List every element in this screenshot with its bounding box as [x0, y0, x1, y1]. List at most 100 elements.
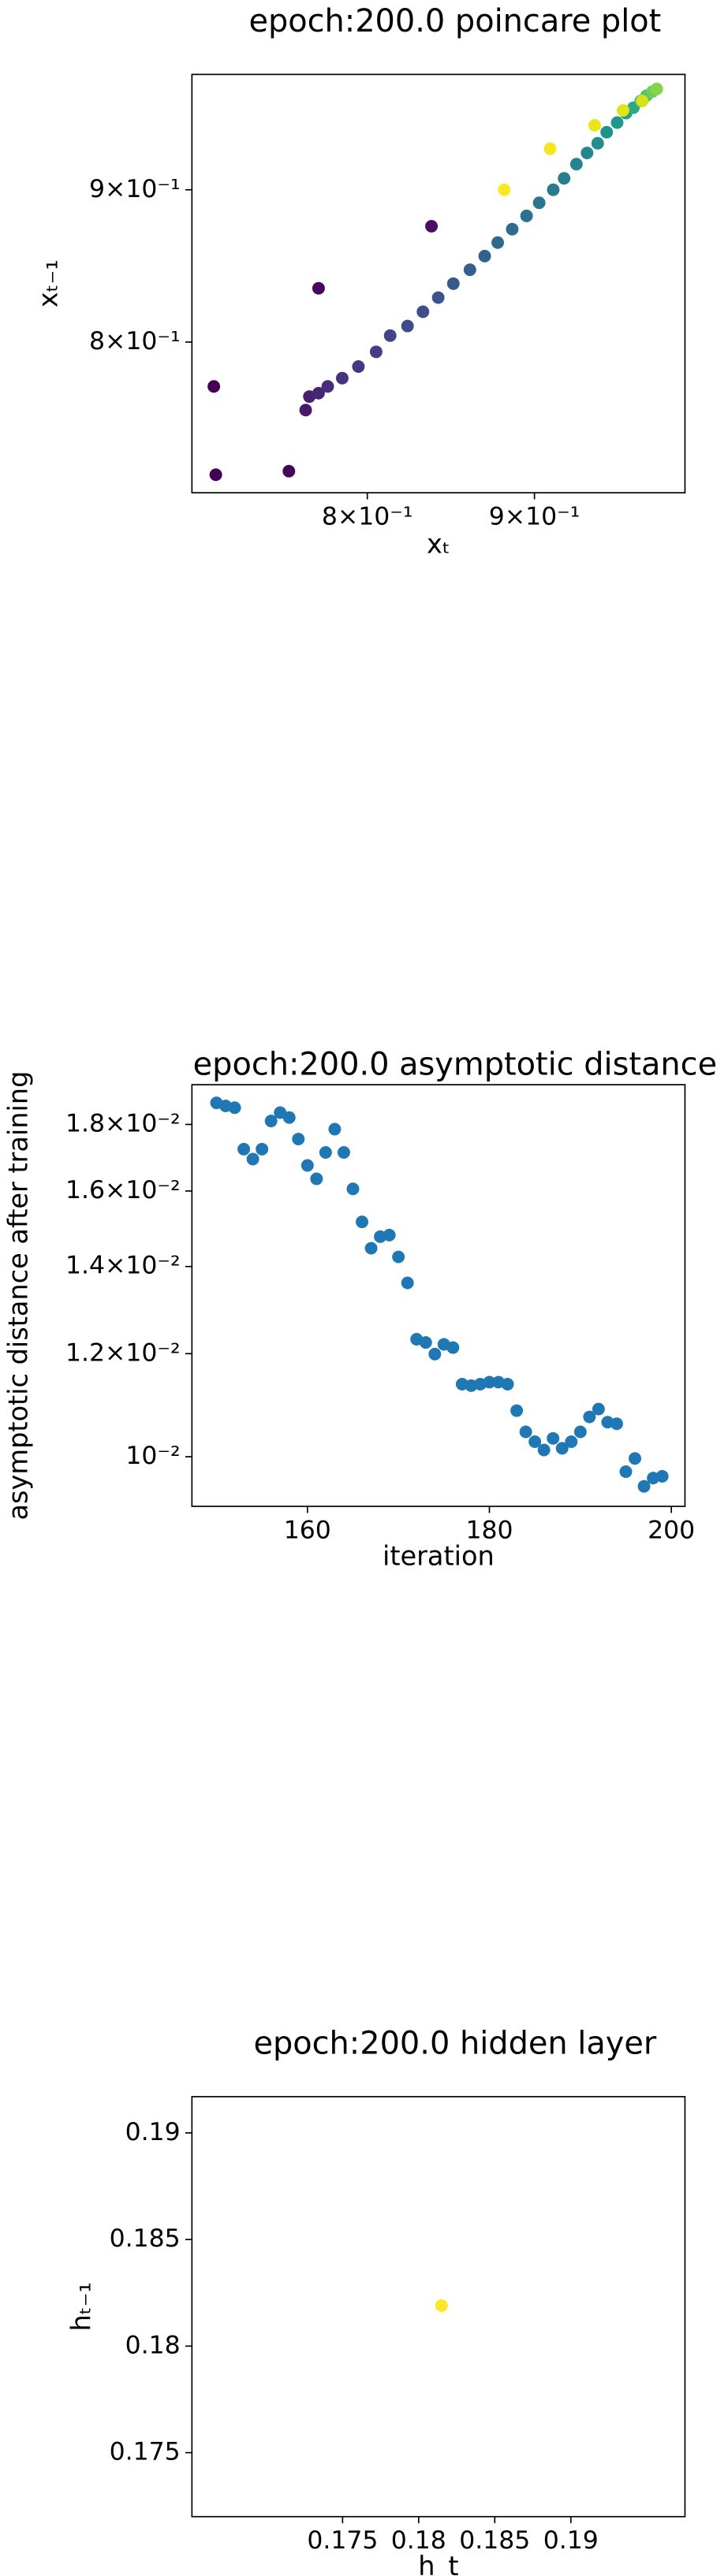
- point: [637, 1480, 651, 1493]
- point: [401, 1276, 414, 1290]
- point: [282, 464, 296, 478]
- y-tick-label: 0.18: [125, 2331, 181, 2359]
- point: [425, 220, 439, 233]
- point: [264, 1115, 278, 1128]
- point: [565, 1435, 578, 1448]
- point: [463, 263, 476, 277]
- point: [537, 1443, 551, 1457]
- x-tick-label: 0.185: [459, 2526, 530, 2555]
- chart-title: epoch:200.0 asymptotic distance: [193, 1047, 717, 1083]
- point: [282, 1111, 296, 1124]
- x-axis-label: h_t: [418, 2551, 458, 2576]
- point: [301, 1159, 314, 1172]
- point: [532, 196, 546, 210]
- point: [629, 1452, 641, 1465]
- point: [416, 305, 430, 318]
- point: [619, 1465, 633, 1478]
- point: [446, 1341, 460, 1354]
- point: [310, 1172, 323, 1186]
- x-tick-label: 9×10⁻¹: [489, 503, 581, 531]
- point: [600, 125, 614, 139]
- point: [228, 1101, 241, 1115]
- point: [636, 95, 649, 108]
- point: [237, 1142, 251, 1156]
- point: [321, 380, 334, 393]
- y-tick-label: 1.6×10⁻²: [65, 1176, 181, 1204]
- x-tick-label: 0.175: [307, 2526, 378, 2555]
- point: [299, 404, 312, 417]
- y-tick-label: 1.4×10⁻²: [65, 1252, 181, 1280]
- point: [346, 1182, 360, 1196]
- point: [246, 1152, 259, 1166]
- point: [383, 1228, 396, 1241]
- point: [498, 183, 511, 196]
- point: [312, 281, 325, 295]
- point: [610, 116, 624, 129]
- point: [401, 319, 414, 333]
- point: [543, 142, 557, 155]
- point: [428, 1347, 442, 1361]
- point: [610, 1417, 623, 1431]
- point: [369, 345, 383, 359]
- point: [328, 1122, 342, 1136]
- plot-group: epoch:200.0 poincare plot xₜ xₜ₋₁ 8×10⁻¹ 9×1…: [3, 3, 717, 2576]
- point: [547, 183, 560, 196]
- point: [491, 236, 505, 249]
- y-tick-label: 0.185: [110, 2224, 181, 2253]
- y-tick-label: 9×10⁻¹: [89, 175, 181, 203]
- y-tick-label: 10⁻²: [125, 1442, 180, 1470]
- point: [337, 1146, 350, 1159]
- x-tick-label: 0.19: [543, 2526, 599, 2555]
- point: [383, 329, 397, 342]
- y-axis-label: hₜ₋₁: [65, 2282, 96, 2331]
- point: [650, 82, 663, 95]
- point: [592, 1402, 605, 1416]
- y-axis-label: asymptotic distance after training: [3, 1071, 34, 1521]
- y-tick-label: 1.2×10⁻²: [65, 1338, 181, 1367]
- point: [478, 249, 491, 262]
- point: [655, 1469, 669, 1483]
- point: [483, 1375, 496, 1389]
- point: [519, 1425, 532, 1439]
- point: [292, 1133, 305, 1146]
- point: [256, 1142, 269, 1156]
- point: [573, 1425, 587, 1439]
- point: [528, 1435, 542, 1448]
- point: [435, 2299, 448, 2312]
- x-tick-label: 180: [465, 1516, 513, 1544]
- chart-title: epoch:200.0 hidden layer: [253, 2025, 656, 2061]
- point: [352, 360, 365, 373]
- y-tick-label: 8×10⁻¹: [89, 327, 181, 356]
- x-tick-label: 160: [284, 1516, 331, 1544]
- x-axis-label: xₜ: [427, 529, 450, 560]
- point: [364, 1241, 378, 1255]
- point: [209, 468, 222, 482]
- point: [319, 1146, 332, 1159]
- y-axis-label: xₜ₋₁: [32, 259, 63, 307]
- point: [501, 1378, 514, 1390]
- point: [446, 277, 460, 290]
- plot-frame: [191, 73, 686, 493]
- point: [583, 1410, 596, 1424]
- x-tick-label: 200: [648, 1516, 695, 1544]
- x-tick-label: 8×10⁻¹: [322, 503, 413, 531]
- point: [558, 172, 571, 185]
- point: [547, 1431, 560, 1445]
- point: [520, 209, 533, 222]
- chart-title: epoch:200.0 poincare plot: [248, 3, 661, 39]
- point: [207, 380, 221, 393]
- y-tick-label: 1.8×10⁻²: [65, 1109, 181, 1137]
- point: [588, 119, 601, 132]
- point: [510, 1404, 524, 1417]
- point: [617, 104, 629, 117]
- x-tick-label: 0.18: [391, 2526, 446, 2555]
- plot-frame: [191, 1084, 686, 1507]
- point: [555, 1442, 569, 1455]
- point: [335, 371, 349, 385]
- point: [581, 147, 594, 160]
- plot-frame: [191, 2096, 686, 2518]
- point: [569, 158, 583, 171]
- point: [419, 1336, 432, 1349]
